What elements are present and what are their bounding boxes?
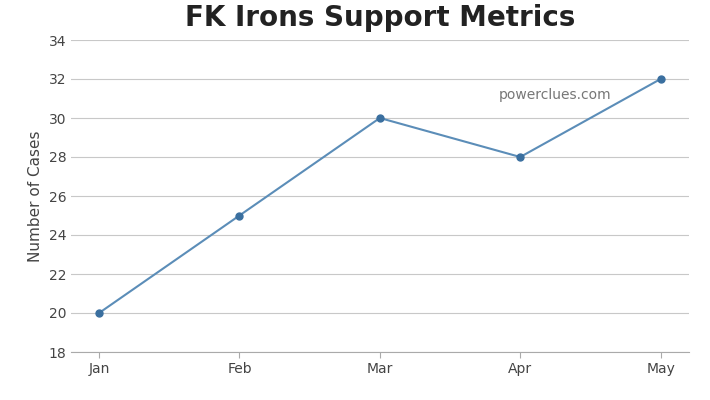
Text: powerclues.com: powerclues.com	[499, 88, 612, 102]
Title: FK Irons Support Metrics: FK Irons Support Metrics	[185, 4, 575, 32]
Y-axis label: Number of Cases: Number of Cases	[28, 130, 43, 262]
